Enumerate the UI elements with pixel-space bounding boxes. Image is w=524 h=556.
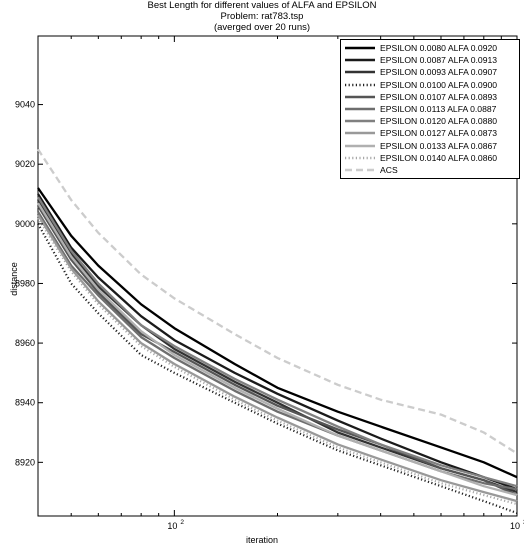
legend-swatch bbox=[345, 168, 375, 172]
legend-item: EPSILON 0.0107 ALFA 0.0893 bbox=[341, 91, 519, 103]
legend-swatch bbox=[345, 144, 375, 147]
legend-item: EPSILON 0.0133 ALFA 0.0867 bbox=[341, 140, 519, 152]
chart-title-line-2: Problem: rat783.tsp bbox=[220, 11, 304, 22]
legend-label: EPSILON 0.0140 ALFA 0.0860 bbox=[380, 152, 498, 163]
legend-label: EPSILON 0.0133 ALFA 0.0867 bbox=[380, 140, 498, 151]
legend-swatch bbox=[345, 119, 375, 123]
legend-label: EPSILON 0.0093 ALFA 0.0907 bbox=[380, 67, 498, 78]
y-tick-label: 8940 bbox=[15, 398, 35, 408]
series-line-11 bbox=[37, 148, 518, 455]
legend-item: EPSILON 0.0140 ALFA 0.0860 bbox=[341, 152, 519, 164]
series-line-4 bbox=[37, 223, 518, 515]
legend-label: EPSILON 0.0080 ALFA 0.0920 bbox=[380, 43, 498, 53]
legend-item: EPSILON 0.0113 ALFA 0.0887 bbox=[341, 103, 519, 115]
legend-label: EPSILON 0.0113 ALFA 0.0887 bbox=[380, 104, 497, 114]
axis-layer: 8920894089608980900090209040102103 bbox=[15, 36, 524, 531]
legend-item: EPSILON 0.0080 ALFA 0.0920 bbox=[341, 42, 519, 54]
legend-label: EPSILON 0.0100 ALFA 0.0900 bbox=[380, 79, 498, 90]
chart-title-line-3: (averged over 20 runs) bbox=[213, 22, 311, 33]
legend-item: ACS bbox=[341, 164, 519, 176]
chart-title-line-1: Best Length for different values of ALFA… bbox=[147, 0, 377, 11]
series-line-1 bbox=[37, 187, 518, 479]
series-line-8 bbox=[37, 214, 518, 503]
legend-swatch bbox=[345, 156, 375, 159]
y-tick-label: 9020 bbox=[15, 159, 35, 169]
legend-label: ACS bbox=[380, 165, 398, 175]
y-axis-label: distance bbox=[9, 262, 19, 296]
y-tick-label: 9040 bbox=[15, 100, 35, 110]
legend-swatch bbox=[345, 95, 375, 98]
legend-label: EPSILON 0.0107 ALFA 0.0893 bbox=[380, 91, 498, 102]
y-tick-label: 8980 bbox=[15, 278, 35, 288]
series-line-5 bbox=[37, 205, 518, 497]
legend-label: EPSILON 0.0120 ALFA 0.0880 bbox=[380, 116, 498, 127]
x-tick-exponent: 2 bbox=[180, 519, 184, 526]
y-tick-label: 9000 bbox=[15, 219, 35, 229]
x-tick-label: 10 bbox=[167, 521, 177, 531]
legend-item: EPSILON 0.0120 ALFA 0.0880 bbox=[341, 115, 519, 127]
legend-swatch bbox=[345, 132, 375, 135]
x-axis-label: iteration bbox=[245, 535, 279, 545]
series-line-2 bbox=[37, 193, 518, 491]
legend-item: EPSILON 0.0087 ALFA 0.0913 bbox=[341, 54, 519, 66]
series-layer bbox=[37, 148, 518, 515]
legend-swatch bbox=[345, 58, 375, 62]
legend-label: EPSILON 0.0127 ALFA 0.0873 bbox=[380, 128, 498, 139]
legend-swatch bbox=[345, 83, 375, 86]
legend-item: EPSILON 0.0093 ALFA 0.0907 bbox=[341, 66, 519, 78]
y-tick-label: 8960 bbox=[15, 338, 35, 348]
series-line-9 bbox=[37, 202, 518, 497]
legend-item: EPSILON 0.0100 ALFA 0.0900 bbox=[341, 79, 519, 91]
legend: EPSILON 0.0080 ALFA 0.0920 EPSILON 0.0087… bbox=[340, 39, 520, 179]
legend-swatch bbox=[345, 107, 375, 111]
y-tick-label: 8920 bbox=[15, 457, 35, 467]
legend-label: EPSILON 0.0087 ALFA 0.0913 bbox=[380, 55, 498, 66]
legend-swatch bbox=[345, 46, 375, 50]
legend-item: EPSILON 0.0127 ALFA 0.0873 bbox=[341, 127, 519, 139]
legend-swatch bbox=[345, 71, 375, 74]
x-tick-label: 10 bbox=[510, 521, 520, 531]
series-line-7 bbox=[37, 196, 518, 488]
